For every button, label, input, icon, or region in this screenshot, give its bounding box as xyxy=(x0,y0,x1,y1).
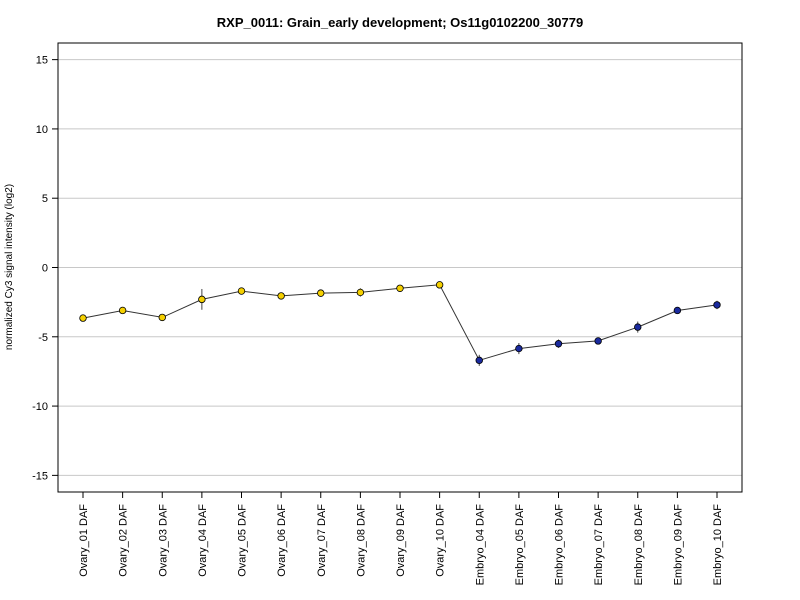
data-points xyxy=(79,281,721,365)
data-point xyxy=(435,281,444,289)
chart-title: RXP_0011: Grain_early development; Os11g… xyxy=(217,15,583,30)
error-bars xyxy=(82,282,718,366)
x-tick-label: Embryo_08 DAF xyxy=(633,504,645,586)
series-polyline xyxy=(82,284,718,361)
data-point xyxy=(356,288,365,297)
series-line xyxy=(82,284,718,361)
data-point xyxy=(515,344,523,353)
x-tick-label: Embryo_05 DAF xyxy=(514,504,526,586)
data-point xyxy=(634,323,642,331)
y-tick-label: -5 xyxy=(38,332,48,344)
x-tick-label: Ovary_04 DAF xyxy=(197,504,209,577)
x-tick-label: Ovary_03 DAF xyxy=(157,504,169,577)
y-tick-label: -15 xyxy=(32,470,48,482)
x-tick-label: Embryo_09 DAF xyxy=(672,504,684,586)
x-axis: Ovary_01 DAF Ovary_02 DAF Ovary_03 DAF Ovar… xyxy=(78,492,724,585)
data-point xyxy=(79,314,87,322)
data-point xyxy=(396,284,404,292)
x-tick-label: Ovary_01 DAF xyxy=(78,504,90,577)
data-point xyxy=(554,340,563,348)
y-axis: -15 -10 -5 0 5 10 15 xyxy=(32,55,58,482)
data-point xyxy=(198,295,206,304)
x-tick-label: Ovary_08 DAF xyxy=(355,504,367,577)
data-point xyxy=(158,313,166,322)
y-tick-label: 10 xyxy=(36,124,48,136)
x-tick-label: Ovary_07 DAF xyxy=(316,504,328,577)
x-tick-label: Embryo_04 DAF xyxy=(474,504,486,586)
x-tick-label: Embryo_10 DAF xyxy=(712,504,724,586)
data-point xyxy=(475,356,483,365)
data-point xyxy=(317,289,325,297)
y-tick-label: 0 xyxy=(42,263,48,275)
y-tick-label: -10 xyxy=(32,401,48,413)
x-tick-label: Ovary_05 DAF xyxy=(237,504,249,577)
x-tick-label: Ovary_02 DAF xyxy=(118,504,130,577)
data-point xyxy=(713,301,721,309)
data-point xyxy=(594,337,602,345)
x-tick-label: Embryo_07 DAF xyxy=(593,504,605,586)
grid-lines xyxy=(58,59,742,476)
data-point xyxy=(118,306,127,315)
x-tick-label: Ovary_10 DAF xyxy=(435,504,447,577)
y-axis-label: normalized Cy3 signal intensity (log2) xyxy=(4,184,15,350)
data-point xyxy=(277,292,285,300)
x-tick-label: Ovary_06 DAF xyxy=(276,504,288,577)
data-point xyxy=(237,287,246,295)
x-tick-label: Ovary_09 DAF xyxy=(395,504,407,577)
y-tick-label: 15 xyxy=(36,55,48,67)
y-tick-label: 5 xyxy=(42,193,48,205)
data-point xyxy=(673,306,682,315)
x-tick-label: Embryo_06 DAF xyxy=(554,504,566,586)
